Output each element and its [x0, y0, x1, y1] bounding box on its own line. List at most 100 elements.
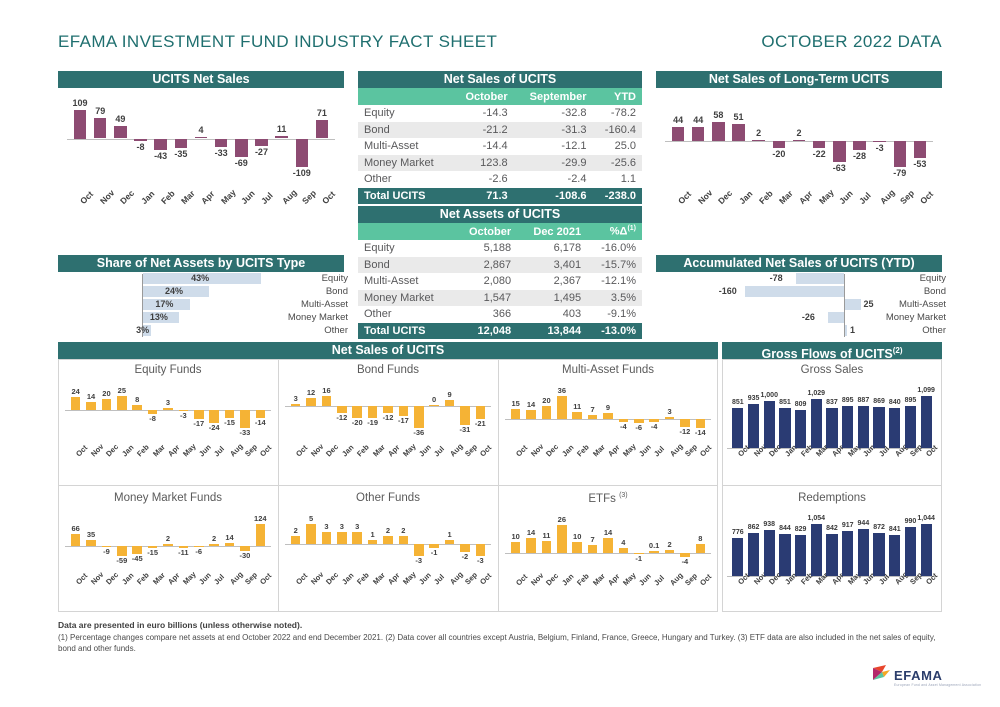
bar: [255, 138, 268, 146]
table-cell: 25.0: [614, 140, 636, 153]
table-row: Other -2.6 -2.4 1.1: [358, 171, 642, 188]
bar: [460, 544, 470, 552]
table-cell: -13.0%: [587, 322, 642, 339]
section-net-sales-of-ucits: Net Sales of UCITS: [58, 342, 718, 359]
chart-long-term-ucits: 44 Oct 44 Nov 58 Dec 51 Jan 2 Feb -20 Mar 2 Apr -22 May…: [656, 88, 942, 228]
x-axis-label: Jun: [636, 571, 653, 588]
bar: [763, 529, 775, 576]
table-cell: 1,547: [453, 289, 518, 306]
x-axis-label: Dec: [104, 570, 121, 587]
bar: [444, 400, 455, 406]
category-label: Other: [324, 325, 348, 336]
table-cell: -78.2: [610, 107, 636, 120]
bar: [178, 409, 189, 412]
bar-value-label: 1,044: [917, 515, 935, 523]
bar-value-label: 58: [713, 110, 724, 120]
bar-value-label: -33: [239, 428, 251, 437]
zero-axis-line: [505, 552, 711, 554]
bar: [732, 537, 744, 576]
x-axis-label: Aug: [877, 187, 897, 207]
bar: [101, 545, 112, 548]
bar: [680, 419, 690, 427]
bar: [147, 545, 158, 549]
bar-value-label: 2: [165, 534, 171, 544]
table-cell: 123.8: [451, 154, 514, 171]
bar: [649, 419, 659, 422]
x-axis-label: Jul: [652, 573, 667, 588]
x-axis-label: Sep: [242, 570, 260, 587]
bar: [295, 138, 308, 167]
x-axis-label: Jan: [339, 570, 356, 587]
efama-logo-subtext: European Fund and Asset Management Assoc…: [894, 683, 982, 687]
bar-value-label: 36: [557, 386, 566, 395]
bar: [572, 541, 582, 553]
bar-value-label: -1: [635, 553, 643, 563]
panel-equity-funds: Equity Funds 24 Oct 14 Nov 20 Dec 25 Jan 8 Feb -8 M…: [62, 364, 274, 476]
x-axis-label: Sep: [682, 571, 700, 588]
x-axis-label: Jun: [837, 188, 856, 207]
panel-long-term-ucits: Net Sales of Long-Term UCITS 44 Oct 44 Nov 5…: [656, 71, 942, 228]
bar: [143, 312, 179, 323]
bar: [194, 409, 204, 420]
chart-title-bond-funds: Bond Funds: [356, 364, 419, 376]
x-axis-label: Oct: [319, 188, 338, 207]
col-head-dec-2021: Dec 2021: [517, 223, 588, 240]
bar-value-label: -79: [893, 168, 907, 178]
bar: [634, 419, 644, 423]
bar-value-label: -160: [718, 286, 737, 296]
bar: [853, 141, 866, 151]
bar-value-label: -31: [459, 424, 471, 434]
x-axis-label: Jul: [652, 444, 667, 459]
row-label: Equity: [364, 107, 395, 120]
bar-value-label: 66: [71, 524, 80, 534]
bar-value-label: 2: [796, 127, 802, 138]
bar-value-label: 44: [673, 114, 684, 125]
zero-axis-line: [727, 448, 937, 449]
bar: [224, 409, 235, 419]
table-cell: -9.1%: [607, 308, 636, 321]
bar: [510, 409, 521, 420]
bar: [290, 404, 301, 406]
bar: [833, 141, 846, 162]
bar-value-label: 1: [370, 530, 375, 539]
list-item: Multi-Asset 17%: [58, 298, 348, 311]
table-row: Bond 2,867 3,401 -15.7%: [358, 256, 642, 273]
bar-value-label: -27: [254, 146, 268, 157]
bar: [143, 286, 209, 297]
chart-title-redemptions: Redemptions: [798, 492, 866, 504]
bar-value-label: 829: [794, 526, 807, 534]
bar: [240, 409, 250, 428]
bar: [114, 125, 127, 139]
bar-value-label: 24: [71, 386, 80, 396]
bar-value-label: 8: [135, 395, 140, 405]
bar: [634, 552, 644, 554]
bar: [857, 406, 870, 448]
bar: [845, 299, 861, 310]
table-cell: -15.7%: [587, 256, 642, 273]
bar: [747, 533, 760, 576]
x-axis-label: Dec: [544, 571, 561, 588]
x-axis-label: Aug: [227, 441, 245, 459]
bar-value-label: -3: [476, 556, 484, 565]
bar: [794, 409, 807, 448]
bar: [920, 524, 932, 576]
efama-logo-text: EFAMA: [894, 668, 943, 683]
bar-value-label: -22: [812, 149, 826, 160]
x-axis-label: Jan: [736, 188, 754, 207]
table-cell: 366: [492, 308, 512, 321]
bar-value-label: -1: [430, 548, 438, 557]
bar: [541, 406, 552, 420]
x-axis-label: Aug: [667, 441, 685, 459]
bar: [649, 551, 659, 553]
bar: [143, 325, 152, 336]
bar: [383, 405, 393, 414]
table-cell: 71.3: [451, 187, 514, 204]
bar-value-label: -12: [336, 413, 348, 423]
x-axis-label: Jul: [212, 444, 227, 459]
bar: [603, 537, 613, 553]
x-axis-label: Nov: [98, 187, 117, 207]
table-cell: -2.4: [567, 173, 587, 186]
table-cell: -21.2: [451, 121, 514, 138]
x-axis-label: May: [401, 441, 419, 459]
table-header-row: October September YTD: [358, 88, 642, 105]
